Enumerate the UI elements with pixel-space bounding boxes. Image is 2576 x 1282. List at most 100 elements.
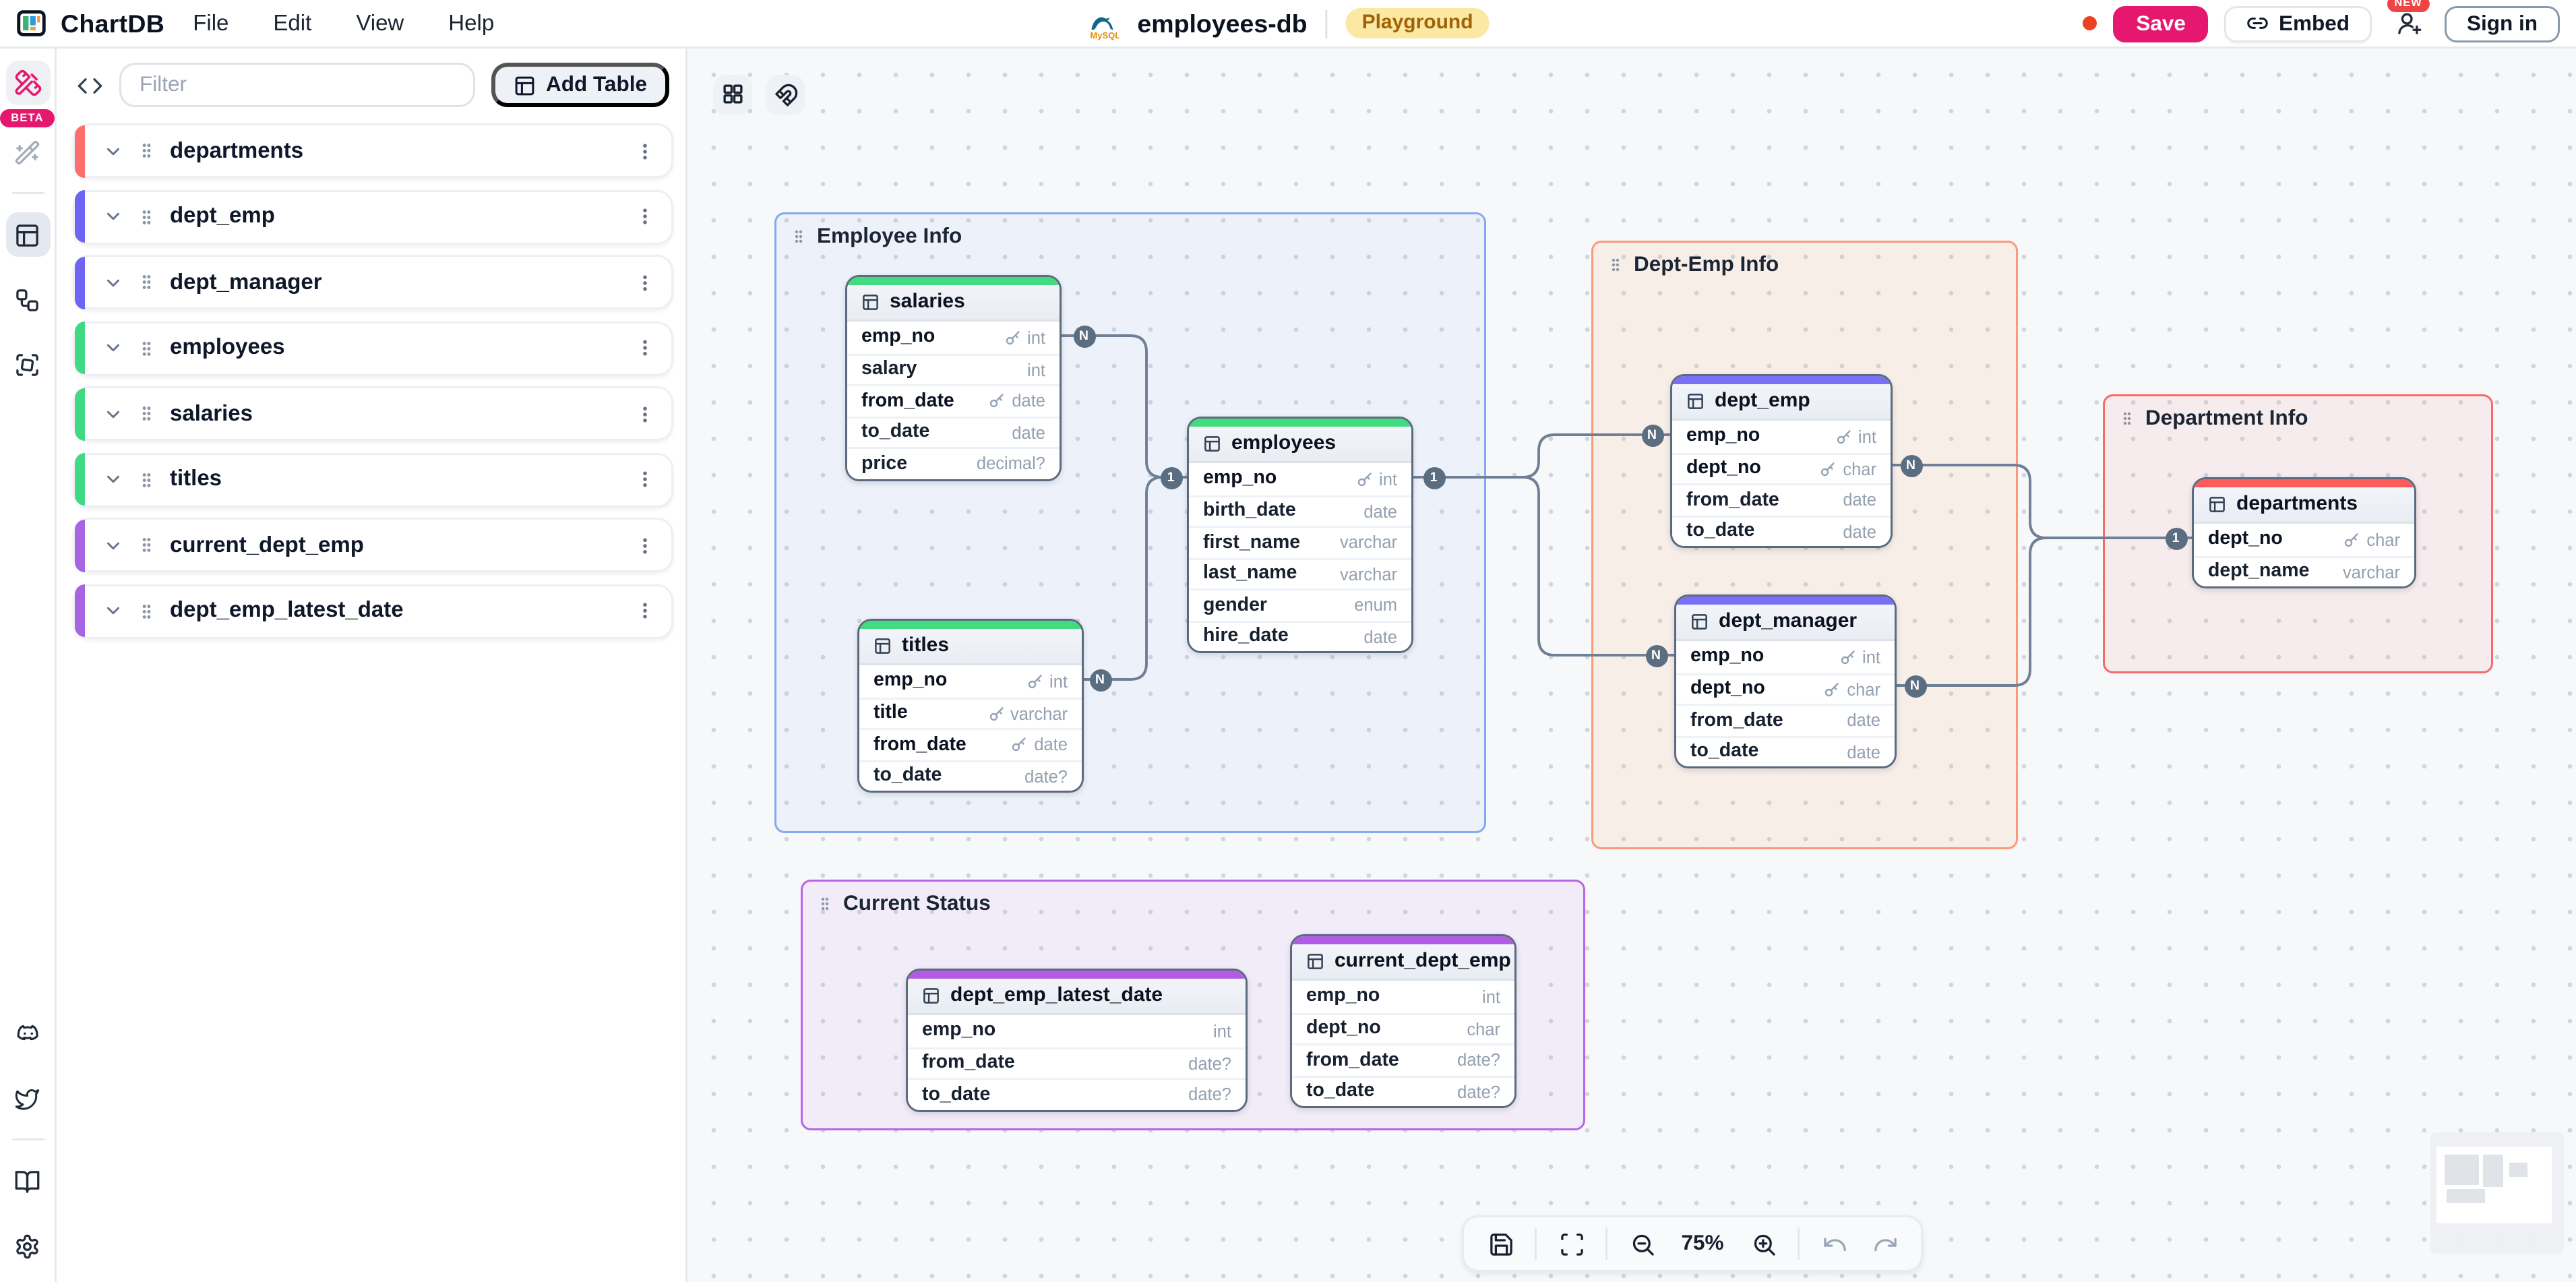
- table-header[interactable]: titles: [859, 629, 1082, 665]
- drag-handle-icon[interactable]: [137, 470, 156, 489]
- sidebar-table-row-dept_emp_latest_date[interactable]: dept_emp_latest_date: [73, 583, 673, 638]
- chevron-down-icon[interactable]: [103, 404, 123, 424]
- table-field-from_date[interactable]: from_date date: [1676, 704, 1895, 735]
- table-field-dept_no[interactable]: dept_no char: [1292, 1012, 1514, 1043]
- sidebar-table-row-dept_emp[interactable]: dept_emp: [73, 189, 673, 244]
- table-field-emp_no[interactable]: emp_no int: [847, 322, 1060, 353]
- filter-input[interactable]: [119, 63, 476, 107]
- table-header[interactable]: departments: [2194, 487, 2414, 524]
- kebab-menu-icon[interactable]: [635, 206, 655, 226]
- chevron-down-icon[interactable]: [103, 141, 123, 161]
- diagram-table-departments[interactable]: departments dept_no char dept_name varchar: [2192, 477, 2416, 588]
- kebab-menu-icon[interactable]: [635, 338, 655, 358]
- diagram-table-dept_emp_latest_date[interactable]: dept_emp_latest_date emp_no int from_date da…: [906, 969, 1248, 1111]
- redo-button[interactable]: [1862, 1221, 1907, 1266]
- sidebar-table-row-current_dept_emp[interactable]: current_dept_emp: [73, 518, 673, 572]
- zoom-out-button[interactable]: [1620, 1221, 1664, 1266]
- code-view-icon[interactable]: [77, 72, 103, 98]
- layout-grid-button[interactable]: [714, 75, 752, 113]
- drag-handle-icon[interactable]: [817, 896, 833, 912]
- add-table-button[interactable]: Add Table: [491, 63, 669, 107]
- table-field-emp_no[interactable]: emp_no int: [1189, 463, 1411, 495]
- diagram-table-dept_emp[interactable]: dept_emp emp_no int dept_no char from_date dat…: [1670, 374, 1893, 548]
- docs-button[interactable]: [5, 1159, 50, 1203]
- sidebar-table-row-departments[interactable]: departments: [73, 123, 673, 178]
- table-header[interactable]: dept_emp: [1672, 384, 1891, 421]
- table-field-hire_date[interactable]: hire_date date: [1189, 619, 1411, 651]
- save-diagram-button[interactable]: [1478, 1221, 1523, 1266]
- chevron-down-icon[interactable]: [103, 601, 123, 621]
- table-field-first_name[interactable]: first_name varchar: [1189, 526, 1411, 557]
- table-field-emp_no[interactable]: emp_no int: [908, 1015, 1246, 1047]
- drag-handle-icon[interactable]: [137, 142, 156, 160]
- menu-edit[interactable]: Edit: [273, 11, 312, 36]
- drag-handle-icon[interactable]: [137, 602, 156, 620]
- menu-file[interactable]: File: [193, 11, 229, 36]
- table-header[interactable]: dept_manager: [1676, 605, 1895, 641]
- tables-tab-button[interactable]: [5, 212, 50, 257]
- table-field-birth_date[interactable]: birth_date date: [1189, 494, 1411, 526]
- invite-user-button[interactable]: NEW: [2387, 0, 2430, 44]
- magic-wand-button[interactable]: [5, 129, 50, 174]
- table-field-from_date[interactable]: from_date date: [859, 728, 1082, 760]
- diagram-table-dept_manager[interactable]: dept_manager emp_no int dept_no char from_dat…: [1674, 594, 1897, 768]
- kebab-menu-icon[interactable]: [635, 141, 655, 161]
- drag-handle-icon[interactable]: [137, 208, 156, 226]
- diagram-table-current_dept_emp[interactable]: current_dept_emp emp_no int dept_no char from…: [1290, 934, 1516, 1108]
- table-header[interactable]: salaries: [847, 285, 1060, 322]
- table-field-emp_no[interactable]: emp_no int: [1676, 641, 1895, 673]
- diagram-table-salaries[interactable]: salaries emp_no int salary int from_date date t…: [845, 275, 1062, 481]
- sidebar-table-row-salaries[interactable]: salaries: [73, 386, 673, 441]
- chevron-down-icon[interactable]: [103, 272, 123, 293]
- drag-handle-icon[interactable]: [137, 404, 156, 423]
- table-header[interactable]: dept_emp_latest_date: [908, 979, 1246, 1015]
- kebab-menu-icon[interactable]: [635, 535, 655, 555]
- diagram-canvas[interactable]: Employee Info Dept-Emp Info Department Inf…: [687, 49, 2576, 1282]
- sidebar-table-row-employees[interactable]: employees: [73, 320, 673, 375]
- table-header[interactable]: current_dept_emp: [1292, 944, 1514, 981]
- chevron-down-icon[interactable]: [103, 338, 123, 358]
- undo-button[interactable]: [1812, 1221, 1856, 1266]
- table-field-gender[interactable]: gender enum: [1189, 588, 1411, 620]
- sidebar-table-row-dept_manager[interactable]: dept_manager: [73, 255, 673, 309]
- kebab-menu-icon[interactable]: [635, 469, 655, 489]
- chevron-down-icon[interactable]: [103, 469, 123, 489]
- table-field-from_date[interactable]: from_date date?: [1292, 1043, 1514, 1075]
- discord-button[interactable]: [5, 1011, 50, 1056]
- relationships-tab-button[interactable]: [5, 277, 50, 322]
- table-field-to_date[interactable]: to_date date?: [1292, 1074, 1514, 1106]
- database-name[interactable]: employees-db: [1137, 9, 1308, 38]
- table-field-to_date[interactable]: to_date date: [1676, 735, 1895, 766]
- drag-handle-icon[interactable]: [791, 228, 807, 245]
- table-field-from_date[interactable]: from_date date: [847, 384, 1060, 416]
- table-field-last_name[interactable]: last_name varchar: [1189, 557, 1411, 588]
- table-field-to_date[interactable]: to_date date?: [859, 759, 1082, 791]
- embed-button[interactable]: Embed: [2224, 5, 2372, 42]
- table-field-salary[interactable]: salary int: [847, 353, 1060, 384]
- table-field-from_date[interactable]: from_date date?: [908, 1046, 1246, 1078]
- save-button[interactable]: Save: [2114, 5, 2208, 42]
- settings-button[interactable]: [5, 1223, 50, 1268]
- kebab-menu-icon[interactable]: [635, 601, 655, 621]
- chevron-down-icon[interactable]: [103, 535, 123, 555]
- drag-handle-icon[interactable]: [137, 339, 156, 357]
- table-field-title[interactable]: title varchar: [859, 696, 1082, 728]
- twitter-button[interactable]: [5, 1076, 50, 1120]
- table-header[interactable]: employees: [1189, 427, 1411, 463]
- snap-magnet-button[interactable]: [766, 75, 805, 113]
- drag-handle-icon[interactable]: [1607, 257, 1624, 273]
- zoom-in-button[interactable]: [1741, 1221, 1785, 1266]
- table-field-to_date[interactable]: to_date date?: [908, 1078, 1246, 1109]
- sidebar-table-row-titles[interactable]: titles: [73, 452, 673, 507]
- kebab-menu-icon[interactable]: [635, 404, 655, 424]
- drag-handle-icon[interactable]: [2119, 410, 2135, 427]
- menu-view[interactable]: View: [356, 11, 404, 36]
- table-field-emp_no[interactable]: emp_no int: [1672, 421, 1891, 452]
- menu-help[interactable]: Help: [448, 11, 495, 36]
- table-field-to_date[interactable]: to_date date: [847, 415, 1060, 447]
- chevron-down-icon[interactable]: [103, 206, 123, 226]
- areas-tab-button[interactable]: [5, 342, 50, 386]
- table-field-dept_name[interactable]: dept_name varchar: [2194, 555, 2414, 586]
- brand-editor-button[interactable]: [5, 61, 50, 105]
- drag-handle-icon[interactable]: [137, 536, 156, 554]
